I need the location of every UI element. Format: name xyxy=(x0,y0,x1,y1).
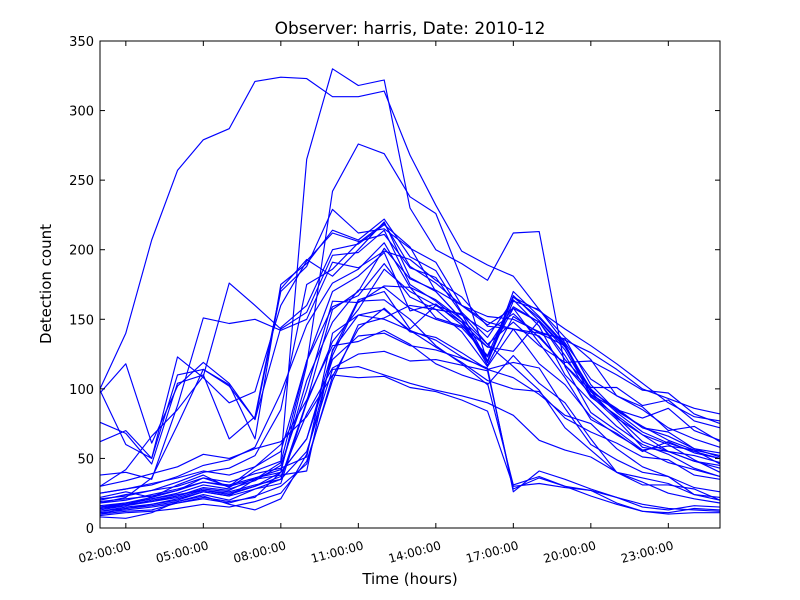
y-axis-label: Detection count xyxy=(37,224,55,344)
series-line-23 xyxy=(99,374,721,512)
chart-title: Observer: harris, Date: 2010-12 xyxy=(275,19,546,39)
series-line-9 xyxy=(99,224,721,504)
series-line-18 xyxy=(99,285,721,508)
series-line-26 xyxy=(99,299,721,519)
series-line-2 xyxy=(99,68,721,498)
series-line-4 xyxy=(99,208,721,459)
series-line-29 xyxy=(99,247,721,512)
series-line-11 xyxy=(99,222,721,501)
series-line-20 xyxy=(99,350,721,514)
series-line-15 xyxy=(99,286,721,511)
y-tick-label: 50 xyxy=(77,452,94,467)
series-line-22 xyxy=(99,329,720,515)
y-tick-label: 200 xyxy=(69,244,94,259)
y-tick-label: 100 xyxy=(69,383,94,398)
series-line-8 xyxy=(99,229,721,487)
y-tick-label: 150 xyxy=(69,313,94,328)
plot-frame xyxy=(99,40,721,529)
series-line-7 xyxy=(99,232,721,469)
x-axis-label: Time (hours) xyxy=(361,570,457,588)
y-tick-label: 300 xyxy=(69,105,94,120)
y-tick-label: 250 xyxy=(69,174,94,189)
y-tick-label: 350 xyxy=(69,35,94,50)
series-line-28 xyxy=(99,308,721,503)
series-lines xyxy=(99,68,721,519)
series-line-27 xyxy=(99,307,721,514)
series-line-10 xyxy=(99,250,721,480)
y-axis: 0 50 100 150 200 250 300 350 xyxy=(69,35,720,537)
y-tick-label: 0 xyxy=(86,522,94,537)
series-line-16 xyxy=(99,268,721,515)
series-line-17 xyxy=(99,290,721,515)
